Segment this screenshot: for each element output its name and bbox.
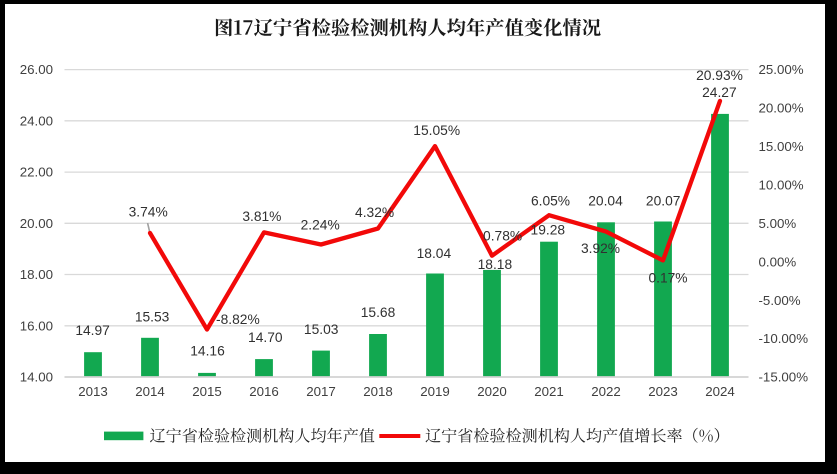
svg-text:3.92%: 3.92% [581,241,620,256]
svg-text:26.00: 26.00 [20,62,53,77]
svg-text:15.05%: 15.05% [413,123,460,138]
svg-text:15.03: 15.03 [304,322,339,337]
svg-text:2024: 2024 [705,384,735,399]
svg-text:2023: 2023 [648,384,678,399]
svg-text:0.00%: 0.00% [759,254,797,269]
svg-text:-5.00%: -5.00% [759,293,801,308]
svg-text:2014: 2014 [135,384,165,399]
svg-text:2.24%: 2.24% [301,217,340,232]
svg-text:20.00%: 20.00% [759,101,804,116]
svg-text:10.00%: 10.00% [759,178,804,193]
svg-text:24.00: 24.00 [20,113,53,128]
svg-text:2018: 2018 [363,384,393,399]
svg-text:2016: 2016 [249,384,279,399]
svg-text:14.97: 14.97 [75,323,110,338]
svg-text:15.00%: 15.00% [759,139,804,154]
svg-text:2017: 2017 [306,384,336,399]
svg-text:2019: 2019 [420,384,450,399]
svg-text:6.05%: 6.05% [531,193,570,208]
svg-text:3.81%: 3.81% [242,209,281,224]
svg-text:-10.00%: -10.00% [759,331,809,346]
svg-text:24.27: 24.27 [702,85,737,100]
svg-text:-8.82%: -8.82% [216,312,260,327]
svg-text:3.74%: 3.74% [129,204,168,219]
svg-text:4.32%: 4.32% [355,205,394,220]
svg-text:-15.00%: -15.00% [759,370,809,385]
svg-text:2022: 2022 [591,384,621,399]
svg-text:20.93%: 20.93% [696,68,743,83]
svg-text:14.16: 14.16 [190,344,225,359]
svg-text:25.00%: 25.00% [759,62,804,77]
svg-text:14.70: 14.70 [248,330,283,345]
svg-text:19.28: 19.28 [531,223,566,238]
svg-text:2021: 2021 [534,384,564,399]
svg-text:20.04: 20.04 [588,193,623,208]
svg-text:0.78%: 0.78% [483,229,522,244]
svg-text:20.07: 20.07 [646,193,681,208]
svg-text:0.17%: 0.17% [648,271,687,286]
svg-text:18.00: 18.00 [20,267,53,282]
svg-text:2020: 2020 [477,384,507,399]
svg-text:16.00: 16.00 [20,318,53,333]
svg-text:2015: 2015 [192,384,222,399]
svg-text:20.00: 20.00 [20,216,53,231]
svg-text:18.18: 18.18 [478,257,513,272]
svg-text:15.68: 15.68 [361,305,396,320]
svg-text:5.00%: 5.00% [759,216,797,231]
svg-text:2013: 2013 [78,384,108,399]
svg-text:14.00: 14.00 [20,370,53,385]
svg-text:22.00: 22.00 [20,165,53,180]
svg-text:15.53: 15.53 [135,310,170,325]
svg-text:18.04: 18.04 [417,246,452,261]
